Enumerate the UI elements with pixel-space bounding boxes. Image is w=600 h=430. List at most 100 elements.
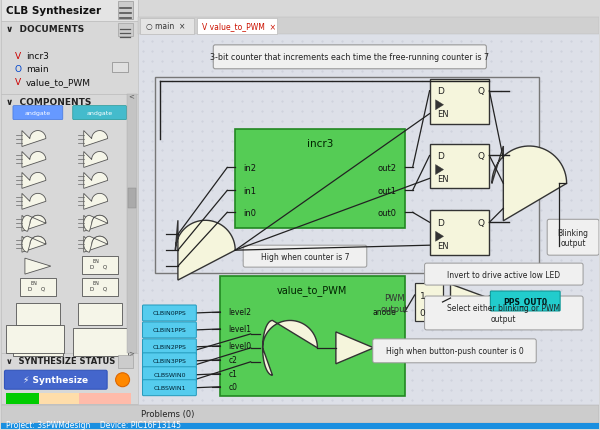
Text: Blinking
output: Blinking output <box>557 228 589 247</box>
Bar <box>1 353 137 404</box>
Text: D: D <box>28 286 32 291</box>
Text: in1: in1 <box>243 187 256 195</box>
FancyBboxPatch shape <box>4 370 107 389</box>
Bar <box>79 393 131 404</box>
Text: Q: Q <box>478 218 484 227</box>
Text: ∨  COMPONENTS: ∨ COMPONENTS <box>6 98 91 107</box>
Text: 0: 0 <box>419 309 425 318</box>
Text: D: D <box>89 264 94 269</box>
Bar <box>1 0 137 22</box>
Text: EN: EN <box>437 110 449 119</box>
Text: ∨  DOCUMENTS: ∨ DOCUMENTS <box>6 25 84 34</box>
Text: <: < <box>128 93 134 99</box>
Polygon shape <box>22 216 46 232</box>
Bar <box>220 276 404 396</box>
FancyBboxPatch shape <box>143 367 196 383</box>
Text: 3-bit counter that increments each time the free-running counter is 7: 3-bit counter that increments each time … <box>210 53 490 62</box>
Text: value_to_PWM: value_to_PWM <box>277 285 347 296</box>
Text: EN: EN <box>437 175 449 184</box>
Bar <box>39 393 79 404</box>
Bar <box>430 80 490 124</box>
Text: CLBSWIN0: CLBSWIN0 <box>153 372 185 378</box>
Text: in2: in2 <box>243 163 256 172</box>
Text: PPS_OUT0: PPS_OUT0 <box>503 297 547 306</box>
Bar <box>16 303 60 325</box>
Polygon shape <box>436 232 443 242</box>
Polygon shape <box>263 321 317 375</box>
Text: O: O <box>15 65 22 74</box>
Polygon shape <box>25 258 51 274</box>
Text: ∨  SYNTHESIZE STATUS: ∨ SYNTHESIZE STATUS <box>6 356 115 366</box>
Polygon shape <box>451 284 488 312</box>
Text: EN: EN <box>92 280 99 285</box>
Bar <box>137 18 599 423</box>
Text: c0: c0 <box>228 382 237 391</box>
Polygon shape <box>436 101 443 111</box>
Bar <box>128 189 136 209</box>
Bar <box>197 19 277 35</box>
Circle shape <box>488 296 493 301</box>
Polygon shape <box>22 237 46 252</box>
Bar <box>140 19 194 35</box>
Text: Q: Q <box>103 286 107 291</box>
Bar <box>6 325 64 353</box>
Bar <box>82 257 118 274</box>
Text: ⚡ Synthesize: ⚡ Synthesize <box>23 375 88 384</box>
Bar <box>1 423 599 429</box>
Text: c2: c2 <box>228 356 237 365</box>
Text: Project: 3sPWMdesign    Device: PIC16F13145: Project: 3sPWMdesign Device: PIC16F13145 <box>6 420 181 429</box>
Text: High when button-push counter is 0: High when button-push counter is 0 <box>386 347 523 356</box>
Text: High when counter is 7: High when counter is 7 <box>261 252 349 261</box>
Polygon shape <box>22 152 46 168</box>
Polygon shape <box>84 237 107 252</box>
Text: andgate: andgate <box>86 111 113 116</box>
FancyBboxPatch shape <box>143 322 196 338</box>
Bar <box>137 18 599 35</box>
Circle shape <box>116 373 130 387</box>
Text: V: V <box>15 52 21 61</box>
Text: main: main <box>26 65 49 74</box>
FancyBboxPatch shape <box>425 264 583 286</box>
Text: CLBIN0PPS: CLBIN0PPS <box>152 311 187 316</box>
Bar <box>82 279 118 296</box>
FancyBboxPatch shape <box>373 339 536 363</box>
Polygon shape <box>22 237 46 252</box>
Text: EN: EN <box>92 258 99 263</box>
FancyBboxPatch shape <box>73 106 127 120</box>
Text: CLB Synthesizer: CLB Synthesizer <box>6 6 101 16</box>
FancyBboxPatch shape <box>243 246 367 267</box>
Polygon shape <box>22 173 46 189</box>
Text: V: V <box>15 78 21 87</box>
Text: in0: in0 <box>243 208 256 217</box>
Text: D: D <box>437 87 445 96</box>
Polygon shape <box>84 237 107 252</box>
Polygon shape <box>84 216 107 232</box>
Text: andgate: andgate <box>25 111 51 116</box>
Bar <box>13 328 63 356</box>
Polygon shape <box>22 131 46 147</box>
Bar <box>430 211 490 255</box>
Polygon shape <box>84 194 107 210</box>
Text: EN: EN <box>31 280 37 285</box>
Bar <box>1 95 137 353</box>
Bar <box>1 0 137 429</box>
Text: >: > <box>128 349 134 355</box>
Text: level0: level0 <box>228 341 251 350</box>
Text: Invert to drive active low LED: Invert to drive active low LED <box>447 270 560 279</box>
FancyBboxPatch shape <box>143 305 196 321</box>
Polygon shape <box>22 216 46 232</box>
Text: out0: out0 <box>377 208 397 217</box>
Polygon shape <box>84 152 107 168</box>
Bar <box>155 77 539 273</box>
FancyBboxPatch shape <box>143 380 196 396</box>
FancyBboxPatch shape <box>425 296 583 330</box>
Polygon shape <box>436 165 443 175</box>
Polygon shape <box>84 131 107 147</box>
Text: EN: EN <box>437 241 449 250</box>
Text: Q: Q <box>41 286 45 291</box>
Text: out2: out2 <box>377 163 397 172</box>
Text: value_to_PWM: value_to_PWM <box>26 78 91 87</box>
Bar <box>112 63 128 73</box>
Bar <box>430 144 490 189</box>
Bar <box>6 393 39 404</box>
